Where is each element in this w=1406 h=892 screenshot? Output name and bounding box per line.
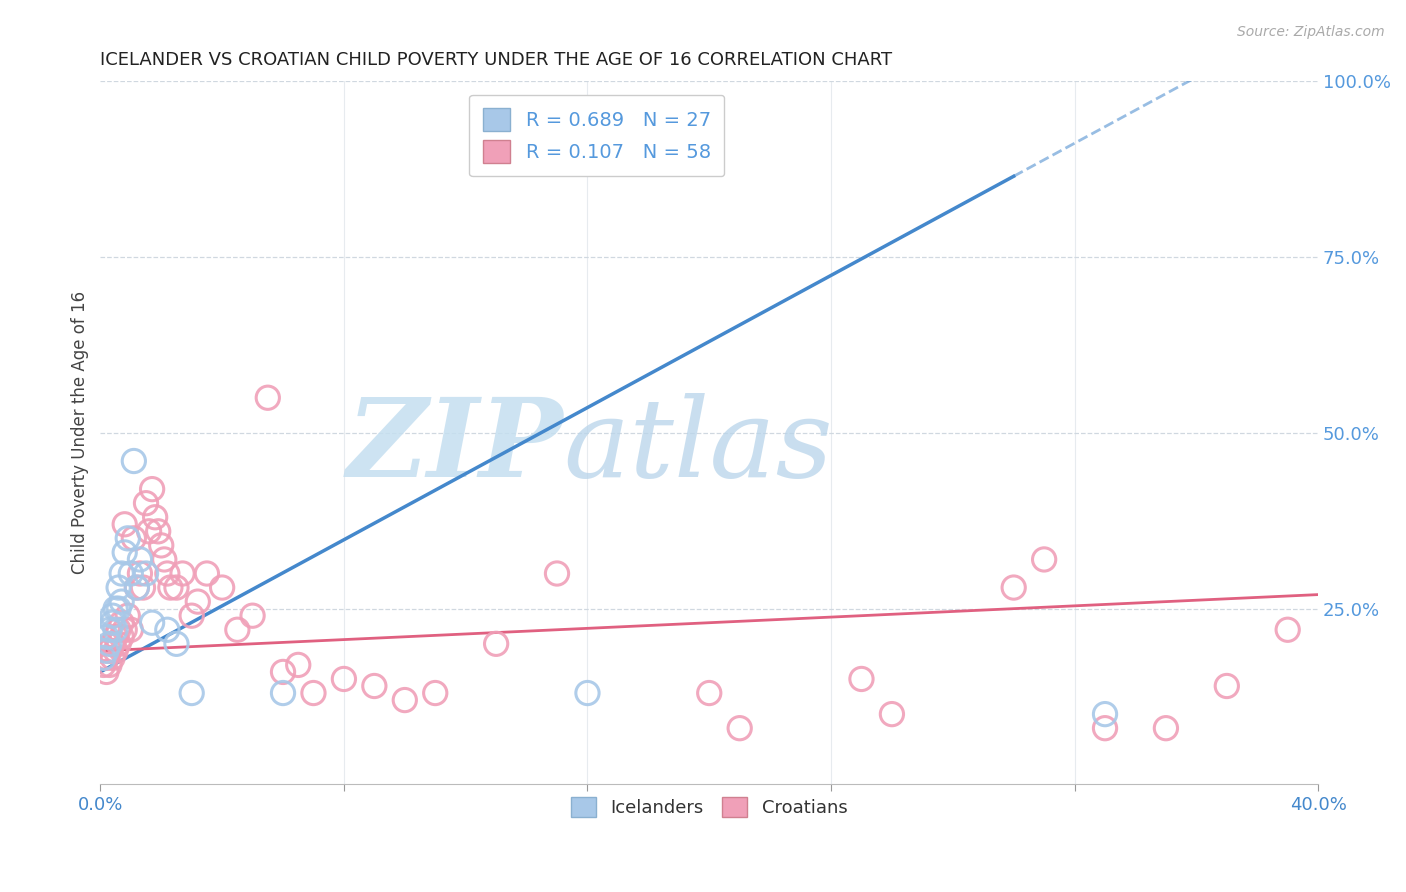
Point <box>138 524 160 539</box>
Point <box>697 686 720 700</box>
Point <box>96 651 118 665</box>
Text: ICELANDER VS CROATIAN CHILD POVERTY UNDER THE AGE OF 16 CORRELATION CHART: ICELANDER VS CROATIAN CHILD POVERTY UNDE… <box>100 51 893 69</box>
Text: ZIP: ZIP <box>346 393 564 500</box>
Point <box>172 566 194 581</box>
Point <box>485 637 508 651</box>
Point <box>101 615 124 630</box>
Point <box>148 524 170 539</box>
Point <box>101 637 124 651</box>
Point <box>1002 581 1025 595</box>
Point <box>98 644 121 658</box>
Point <box>125 581 148 595</box>
Point <box>1277 623 1299 637</box>
Point <box>333 672 356 686</box>
Point <box>111 566 134 581</box>
Point <box>1154 721 1177 735</box>
Point <box>851 672 873 686</box>
Point <box>132 581 155 595</box>
Point <box>211 581 233 595</box>
Point <box>159 581 181 595</box>
Point <box>141 615 163 630</box>
Point <box>96 665 118 679</box>
Point <box>107 581 129 595</box>
Point <box>256 391 278 405</box>
Point <box>96 644 118 658</box>
Point <box>156 623 179 637</box>
Point <box>98 637 121 651</box>
Point <box>111 594 134 608</box>
Point <box>1094 721 1116 735</box>
Point <box>96 630 118 644</box>
Point <box>271 686 294 700</box>
Point <box>93 657 115 672</box>
Point <box>98 657 121 672</box>
Point <box>122 532 145 546</box>
Point <box>120 566 142 581</box>
Point <box>101 651 124 665</box>
Point <box>1094 707 1116 722</box>
Y-axis label: Child Poverty Under the Age of 16: Child Poverty Under the Age of 16 <box>72 292 89 574</box>
Point <box>98 623 121 637</box>
Point <box>101 608 124 623</box>
Legend: Icelanders, Croatians: Icelanders, Croatians <box>564 789 855 824</box>
Point <box>425 686 447 700</box>
Point <box>111 615 134 630</box>
Point <box>125 581 148 595</box>
Point <box>135 496 157 510</box>
Point <box>114 545 136 559</box>
Point <box>302 686 325 700</box>
Point <box>576 686 599 700</box>
Point <box>156 566 179 581</box>
Point <box>363 679 385 693</box>
Point <box>114 623 136 637</box>
Point <box>104 630 127 644</box>
Point <box>153 552 176 566</box>
Point <box>122 454 145 468</box>
Point <box>166 637 188 651</box>
Point <box>880 707 903 722</box>
Point <box>143 510 166 524</box>
Point <box>287 657 309 672</box>
Point <box>104 644 127 658</box>
Point <box>187 594 209 608</box>
Point <box>107 637 129 651</box>
Point <box>546 566 568 581</box>
Point <box>728 721 751 735</box>
Point <box>1033 552 1056 566</box>
Point <box>129 566 152 581</box>
Point <box>226 623 249 637</box>
Point <box>141 482 163 496</box>
Point <box>120 623 142 637</box>
Point <box>1216 679 1239 693</box>
Point <box>195 566 218 581</box>
Text: atlas: atlas <box>564 393 832 500</box>
Point <box>166 581 188 595</box>
Point <box>271 665 294 679</box>
Point <box>104 601 127 615</box>
Point <box>150 538 173 552</box>
Point <box>107 623 129 637</box>
Point <box>242 608 264 623</box>
Point <box>394 693 416 707</box>
Point <box>117 532 139 546</box>
Point <box>180 686 202 700</box>
Point <box>114 517 136 532</box>
Point <box>129 552 152 566</box>
Point <box>180 608 202 623</box>
Point <box>117 608 139 623</box>
Point <box>104 623 127 637</box>
Point <box>135 566 157 581</box>
Point <box>111 630 134 644</box>
Text: Source: ZipAtlas.com: Source: ZipAtlas.com <box>1237 25 1385 39</box>
Point <box>107 601 129 615</box>
Point <box>93 651 115 665</box>
